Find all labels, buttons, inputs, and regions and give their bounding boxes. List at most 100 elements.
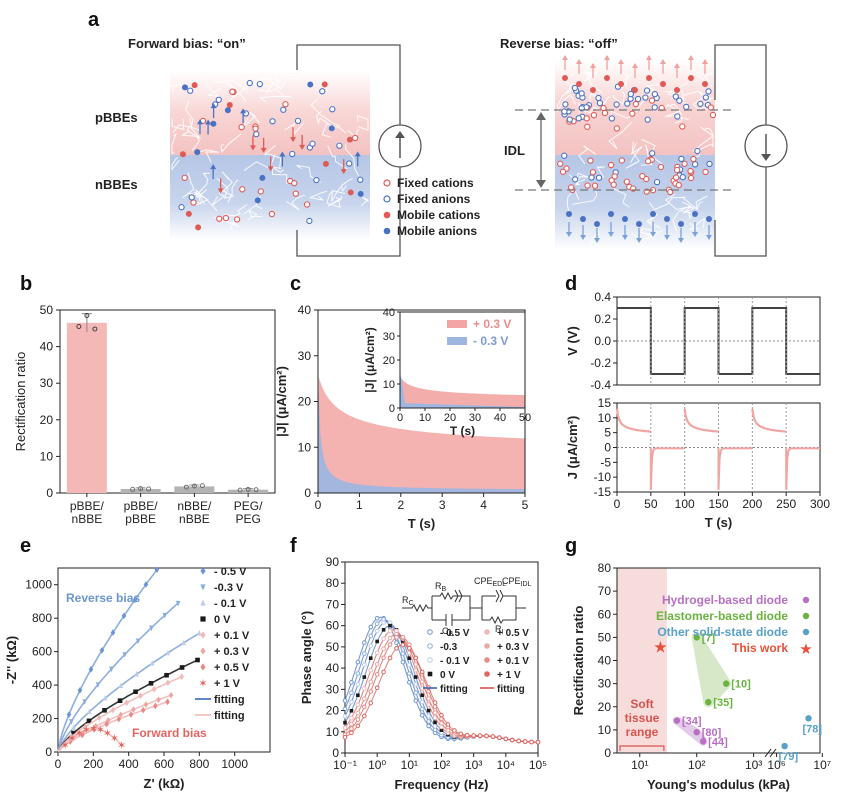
y-tick-label: 40 — [298, 303, 312, 317]
y-tick-label: 0 — [304, 486, 311, 500]
rb-cb-parallel — [431, 591, 471, 626]
marker-circle — [381, 646, 386, 652]
ion-arrowhead — [706, 235, 712, 240]
x-tick-label: 600 — [154, 757, 174, 771]
fixed-ion — [679, 173, 686, 181]
fixed-ion — [644, 116, 651, 123]
fixed-ion — [623, 178, 630, 185]
mobile-ion — [674, 87, 680, 93]
polymer-fiber — [608, 122, 632, 150]
marker-square — [117, 698, 123, 703]
polymer-fiber — [639, 228, 663, 237]
marker-triangle-up — [200, 599, 206, 606]
fixed-ion — [590, 112, 598, 119]
marker-circle — [381, 655, 386, 661]
marker-triangle-up — [197, 629, 202, 636]
replicate-point — [130, 486, 136, 492]
legend-negative-label: - 0.3 V — [473, 334, 508, 348]
y-tick-label: 70 — [598, 584, 612, 598]
marker-square — [433, 720, 437, 725]
x-axis-label: T (s) — [408, 516, 435, 531]
positive-current-trace — [615, 408, 651, 433]
fixed-ion — [667, 188, 674, 196]
fixed-ion — [613, 125, 621, 132]
polymer-fiber — [664, 193, 699, 211]
fixed-ion — [683, 103, 690, 111]
marker-circle — [342, 734, 348, 740]
label-ri-sub: I — [502, 629, 504, 636]
legend-label-5: + 0.3 V — [497, 642, 529, 653]
panel-label-a: a — [88, 9, 100, 31]
marker-square — [368, 656, 373, 660]
fixed-ion — [256, 80, 263, 88]
panel-label-e: e — [20, 535, 31, 557]
marker-diamond — [121, 612, 127, 620]
marker-star: ✶ — [89, 724, 98, 736]
marker-circle — [458, 731, 464, 737]
polymer-fiber — [578, 145, 596, 165]
legend-mobile-anions: Mobile anions — [397, 224, 477, 238]
ion-arrowhead — [622, 235, 628, 240]
ion-arrowhead — [580, 235, 586, 240]
fixed-ion — [587, 157, 594, 164]
x-tick-label: 0 — [55, 757, 62, 771]
fixed-ion — [291, 180, 298, 187]
legend-label-3: This work — [732, 641, 788, 655]
marker-circle — [349, 690, 354, 695]
fixed-ion — [679, 123, 686, 130]
polymer-fiber — [310, 98, 341, 127]
data-point-6 — [805, 715, 812, 722]
y-tick-label: 200 — [32, 712, 52, 726]
polymer-fiber — [630, 142, 643, 164]
fixed-ion — [588, 174, 595, 181]
marker-star: ✶ — [82, 725, 91, 737]
fixed-ion — [559, 168, 567, 175]
ion-arrowhead — [562, 55, 568, 60]
marker-square — [356, 693, 360, 698]
mobile-ion — [185, 210, 192, 217]
y-tick-label: 10 — [326, 725, 340, 739]
marker-circle — [374, 628, 380, 634]
marker-circle — [477, 733, 483, 738]
marker-diamond — [179, 673, 184, 681]
polymer-fiber — [248, 209, 263, 221]
current-tick-label: -10 — [594, 470, 612, 484]
pbbe-label: pBBEs — [95, 110, 138, 125]
y-tick-label: 30 — [298, 349, 312, 363]
polymer-fiber — [172, 124, 201, 133]
marker-diamond — [143, 701, 149, 708]
fixed-ion — [568, 184, 575, 191]
polymer-fiber — [211, 193, 226, 206]
marker-diamond — [200, 647, 206, 655]
polymer-fiber — [285, 194, 306, 211]
data-point-label-5: [44] — [708, 736, 728, 748]
equivalent-circuit — [402, 589, 526, 626]
polymer-fiber — [697, 71, 714, 87]
marker-diamond — [105, 716, 111, 724]
marker-circle — [413, 682, 419, 687]
x-tick-label: 10⁴ — [497, 758, 516, 772]
fixed-ion — [702, 94, 709, 101]
mobile-ion — [191, 82, 198, 89]
x-axis-label: Z' (kΩ) — [144, 776, 185, 791]
marker-circle — [413, 655, 419, 661]
marker-circle — [355, 671, 361, 676]
polymer-fiber — [692, 135, 714, 152]
ion-arrowhead — [290, 137, 297, 143]
label-cpe-idl: CPEIDL — [502, 576, 532, 588]
fixed-ion — [313, 176, 320, 184]
x-tick-label: 0 — [614, 497, 621, 511]
marker-circle — [419, 669, 425, 675]
inset-x-tick-label: 30 — [469, 412, 481, 424]
polymer-fiber — [672, 201, 692, 232]
category-label-line: PEG — [235, 512, 260, 526]
marker-circle — [471, 733, 476, 738]
polymer-fiber — [700, 126, 714, 136]
ion-arrowhead — [249, 145, 256, 151]
polymer-fiber — [270, 154, 288, 184]
polymer-fiber — [308, 190, 328, 201]
polymer-fiber — [185, 100, 194, 128]
panel-label-b: b — [20, 273, 32, 295]
current-tick-label: 10 — [598, 411, 612, 425]
